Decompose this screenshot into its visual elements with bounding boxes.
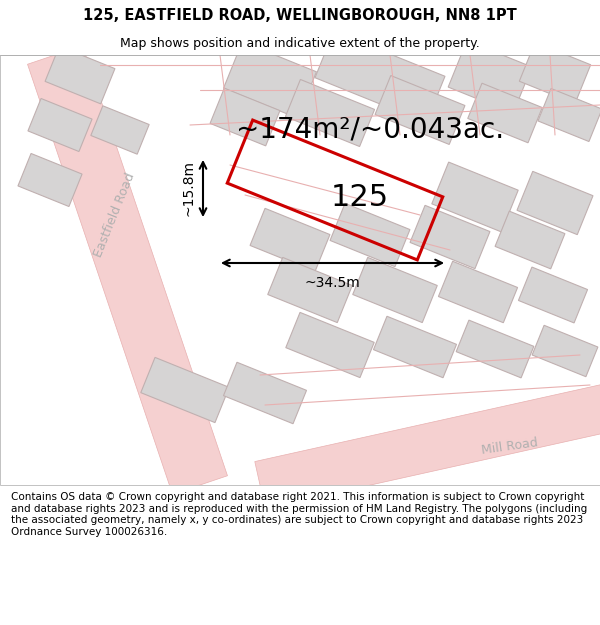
Polygon shape xyxy=(286,79,374,146)
Polygon shape xyxy=(518,267,587,323)
Polygon shape xyxy=(18,154,82,206)
Text: Mill Road: Mill Road xyxy=(481,437,539,458)
Polygon shape xyxy=(456,320,534,378)
Polygon shape xyxy=(373,316,457,378)
Polygon shape xyxy=(255,382,600,508)
Polygon shape xyxy=(468,83,542,142)
Polygon shape xyxy=(517,171,593,234)
Polygon shape xyxy=(410,206,490,269)
Polygon shape xyxy=(28,46,227,494)
Polygon shape xyxy=(353,258,437,322)
Polygon shape xyxy=(538,89,600,141)
Polygon shape xyxy=(448,41,532,113)
Polygon shape xyxy=(375,76,465,144)
Polygon shape xyxy=(439,261,518,322)
Text: 125: 125 xyxy=(331,184,389,213)
Polygon shape xyxy=(286,312,374,378)
Polygon shape xyxy=(223,362,307,424)
Polygon shape xyxy=(330,203,410,267)
Text: 125, EASTFIELD ROAD, WELLINGBOROUGH, NN8 1PT: 125, EASTFIELD ROAD, WELLINGBOROUGH, NN8… xyxy=(83,8,517,23)
Polygon shape xyxy=(224,42,316,118)
Text: ~15.8m: ~15.8m xyxy=(181,161,195,216)
Polygon shape xyxy=(495,211,565,269)
Text: ~34.5m: ~34.5m xyxy=(305,276,361,290)
Text: Eastfield Road: Eastfield Road xyxy=(92,171,138,259)
Polygon shape xyxy=(210,88,280,146)
Polygon shape xyxy=(250,208,330,272)
Polygon shape xyxy=(268,258,352,322)
Text: Contains OS data © Crown copyright and database right 2021. This information is : Contains OS data © Crown copyright and d… xyxy=(11,492,587,537)
Polygon shape xyxy=(91,106,149,154)
Polygon shape xyxy=(315,31,445,123)
Polygon shape xyxy=(432,162,518,232)
Polygon shape xyxy=(141,357,229,422)
Polygon shape xyxy=(520,42,590,104)
Text: Map shows position and indicative extent of the property.: Map shows position and indicative extent… xyxy=(120,38,480,51)
Polygon shape xyxy=(532,325,598,377)
Text: ~174m²/~0.043ac.: ~174m²/~0.043ac. xyxy=(236,116,504,144)
Polygon shape xyxy=(28,99,92,151)
Polygon shape xyxy=(45,46,115,104)
